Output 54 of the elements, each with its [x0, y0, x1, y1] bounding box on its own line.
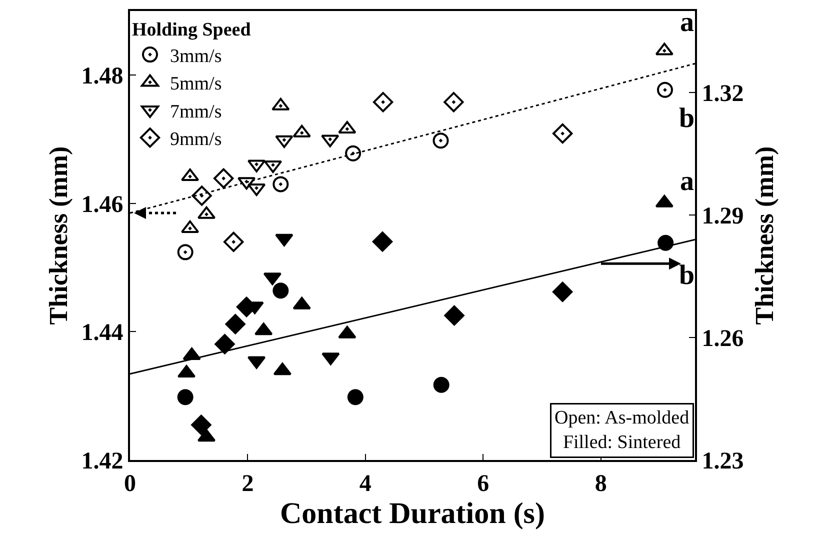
y2-axis-title: Thickness (mm) [750, 146, 779, 325]
y-tick-label: 1.42 [81, 448, 124, 474]
x-tick-label: 6 [477, 470, 490, 497]
legend-label: 9mm/s [170, 129, 222, 150]
point [275, 234, 294, 246]
point [372, 232, 393, 252]
x-axis-title: Contact Duration (s) [280, 496, 545, 530]
point [552, 123, 573, 144]
point [292, 124, 311, 138]
point [225, 314, 246, 334]
annotation: Open: As-molded Filled: Sintered [554, 408, 690, 454]
legend-label: 5mm/s [170, 74, 222, 95]
point [347, 389, 364, 406]
point [213, 168, 234, 189]
x-tick-label: 4 [359, 470, 372, 497]
point [658, 234, 674, 251]
y-tick-label: 1.44 [81, 320, 124, 346]
x-tick-label: 8 [594, 470, 607, 497]
point [372, 92, 394, 112]
point [345, 145, 362, 162]
point [272, 282, 289, 299]
point [433, 376, 450, 393]
y2-tick-label: 1.29 [702, 203, 744, 230]
y-tick-label: 1.46 [81, 192, 124, 218]
y2-tick-label: 1.23 [702, 448, 744, 474]
y-tick-label: 1.48 [81, 64, 124, 90]
point [214, 334, 235, 354]
point [192, 186, 212, 206]
annotation: b [679, 103, 695, 134]
point [656, 82, 673, 98]
y2-tick-label: 1.26 [702, 326, 744, 352]
x-tick-label: 2 [242, 470, 254, 497]
point [444, 92, 464, 112]
legend-label: 7mm/s [170, 101, 222, 122]
point [444, 305, 464, 326]
legend-title: Holding Speed [132, 20, 252, 41]
point [177, 244, 194, 260]
x-tick-label: 0 [124, 470, 136, 497]
annotation: a [680, 166, 694, 197]
y-axis-title: Thickness (mm) [44, 146, 74, 325]
point [254, 322, 273, 336]
point [552, 282, 573, 302]
point [272, 98, 290, 110]
point [338, 121, 356, 134]
point [191, 414, 212, 435]
annotation: b [679, 260, 695, 291]
point [655, 42, 674, 56]
legend-label: 3mm/s [170, 46, 222, 67]
y2-tick-label: 1.32 [702, 81, 744, 108]
annotation: a [680, 7, 694, 38]
point [432, 132, 449, 149]
point [177, 389, 194, 406]
point [272, 176, 289, 192]
point [223, 232, 244, 252]
